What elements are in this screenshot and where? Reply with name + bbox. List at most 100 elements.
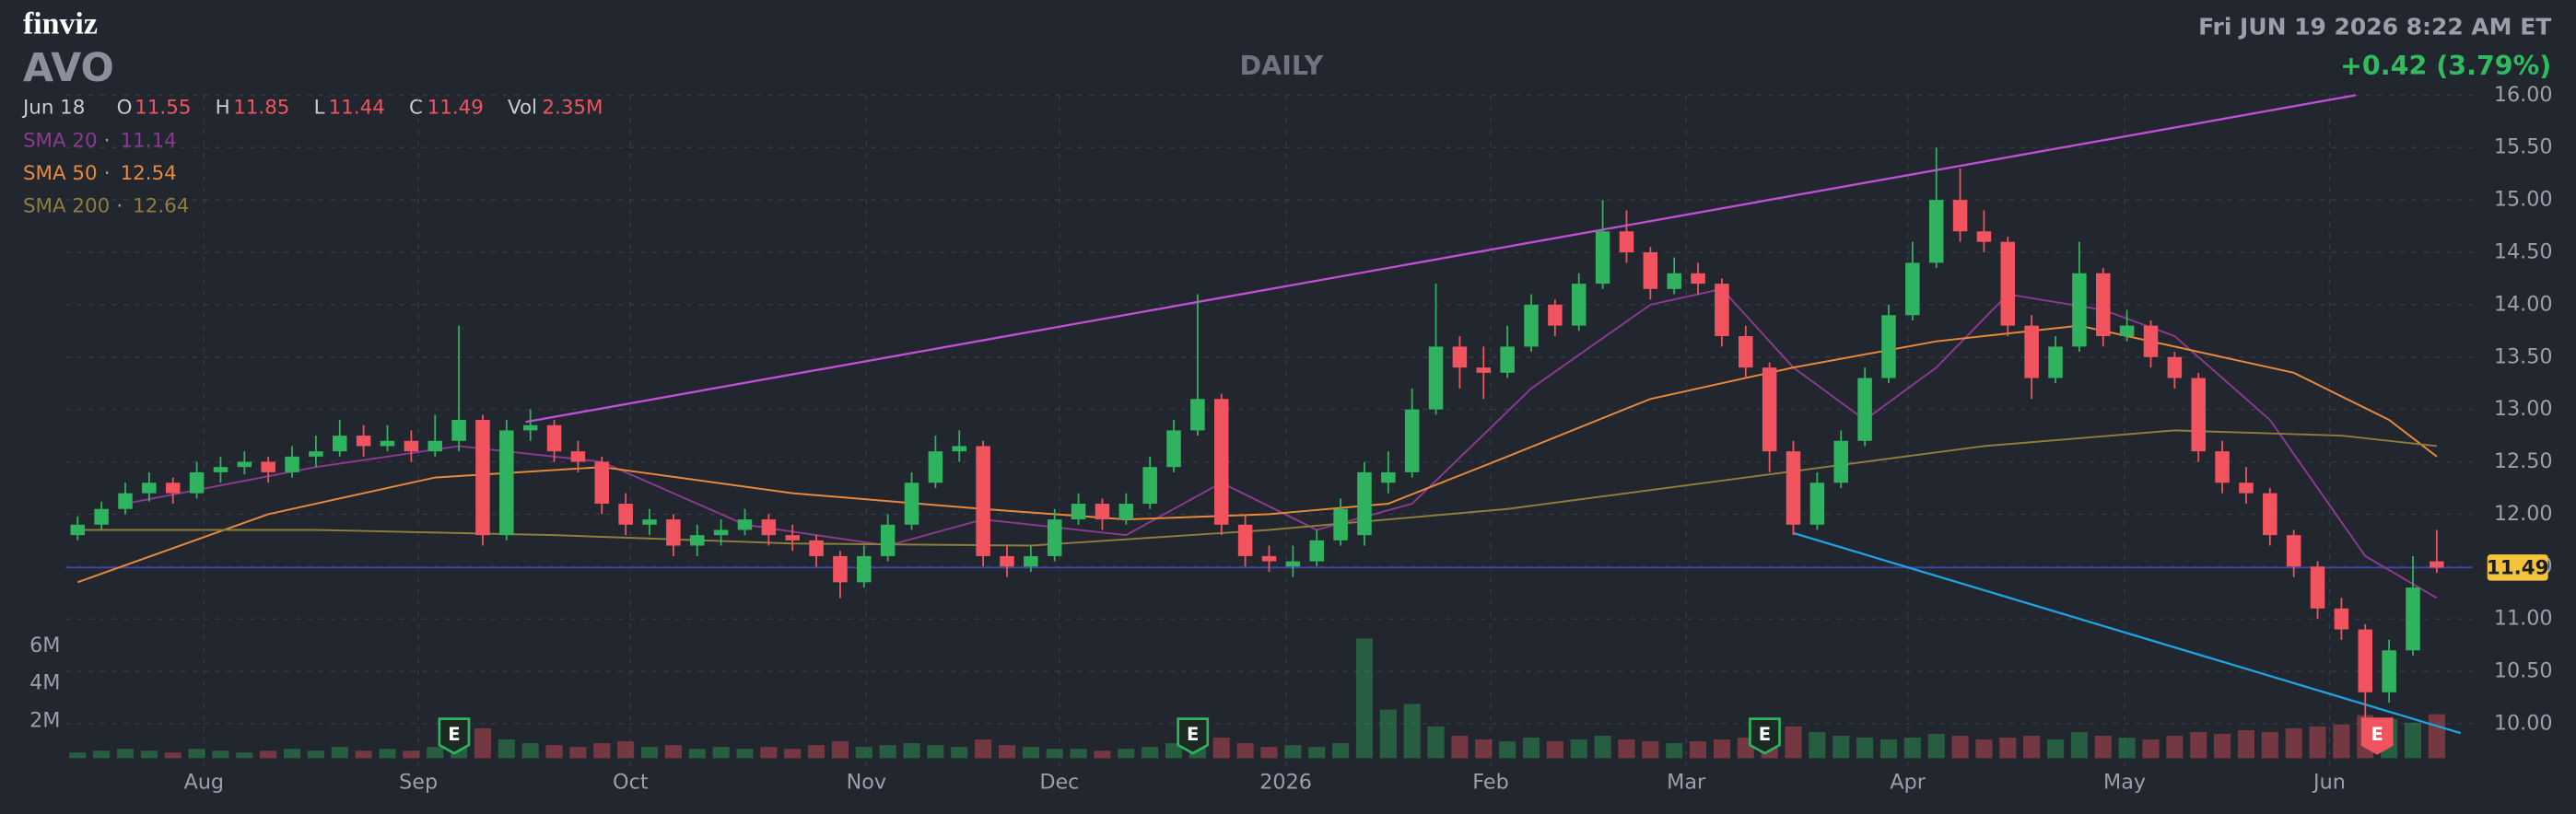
volume-bar: [975, 739, 992, 759]
candle-body: [689, 535, 705, 546]
volume-bar: [1522, 738, 1540, 759]
candle-body: [1095, 504, 1110, 520]
legend-value: 12.64: [133, 195, 189, 218]
candle-body: [2310, 566, 2325, 609]
volume-bar: [212, 750, 229, 759]
candle-body: [1595, 231, 1610, 285]
candle-body: [237, 461, 252, 468]
candle-body: [2191, 378, 2206, 452]
candle-body: [2095, 273, 2111, 337]
candle-body: [809, 540, 824, 556]
volume-bar: [521, 743, 539, 759]
legend-name: SMA 200: [23, 195, 110, 218]
volume-bar: [1070, 749, 1087, 759]
candle-body: [213, 467, 228, 472]
volume-bar: [688, 749, 706, 759]
ohlc-value: 11.49: [427, 97, 484, 120]
y-tick-label: 16.00: [2494, 83, 2553, 107]
candle-body: [1357, 471, 1372, 536]
volume-bar: [2070, 731, 2088, 759]
earnings-label: E: [1187, 724, 1199, 745]
volume-bar: [1308, 747, 1326, 759]
y-tick-label: 12.50: [2494, 449, 2553, 473]
candle-body: [1428, 346, 1444, 410]
volume-bar: [2237, 729, 2254, 759]
volume-bar: [2404, 722, 2422, 759]
volume-bar: [1046, 749, 1063, 759]
volume-bar: [951, 747, 968, 759]
candle-body: [1905, 262, 1920, 316]
candle-body: [1118, 504, 1134, 520]
ohlc-value: 11.44: [329, 97, 385, 120]
candle-body: [1047, 519, 1062, 556]
candle-body: [2000, 241, 2016, 326]
volume-bar: [903, 743, 920, 759]
candle-body: [642, 519, 657, 525]
candle-body: [1285, 561, 1301, 567]
candle-body: [451, 420, 466, 441]
y-tick-label: 13.00: [2494, 397, 2553, 421]
volume-bar: [1427, 726, 1445, 759]
candle-body: [2406, 587, 2420, 651]
volume-bar: [1260, 747, 1278, 759]
y-tick-label: 15.00: [2494, 188, 2553, 212]
earnings-marker: [438, 717, 471, 755]
volume-bar: [1236, 743, 1254, 759]
volume-bar: [2428, 714, 2445, 759]
volume-value: 2.35M: [542, 97, 603, 120]
legend-separator: ·: [104, 129, 111, 152]
y-tick-label: 10.00: [2494, 711, 2553, 735]
volume-bar: [569, 747, 587, 759]
volume-bar: [855, 747, 872, 759]
volume-bar: [712, 747, 730, 759]
volume-bar: [927, 745, 944, 759]
candle-body: [1691, 273, 1705, 285]
y-tick-label: 12.00: [2494, 502, 2553, 526]
logo: finviz: [23, 6, 98, 41]
candle-body: [952, 446, 967, 452]
volume-bar: [1642, 741, 1659, 759]
y-tick-label: 10.50: [2494, 659, 2553, 683]
candle-body: [904, 483, 919, 525]
candle-body: [1524, 304, 1539, 347]
timeframe: DAILY: [1239, 51, 1323, 81]
volume-bar: [664, 745, 682, 759]
volume-bar: [1499, 741, 1516, 759]
volume-bar: [2166, 736, 2184, 759]
candle-body: [1739, 336, 1753, 368]
candle-body: [2119, 325, 2135, 337]
volume-bar: [236, 752, 253, 759]
candle-body: [1166, 430, 1181, 468]
volume-bar: [427, 747, 444, 759]
volume-bar: [1785, 726, 1802, 759]
volume-bar: [831, 741, 849, 759]
candle-body: [70, 524, 86, 536]
candle-body: [1237, 524, 1253, 556]
candle-body: [165, 483, 181, 494]
volume-bar: [1594, 736, 1611, 759]
candle-body: [880, 524, 896, 556]
volume-bar: [2190, 731, 2207, 759]
candle-body: [1381, 471, 1396, 483]
candle-body: [309, 451, 323, 457]
candle-body: [666, 519, 681, 546]
volume-bar: [998, 745, 1016, 759]
x-tick-label: Nov: [847, 771, 886, 795]
candle-body: [333, 436, 347, 452]
volume-bar: [1022, 747, 1039, 759]
earnings-marker: [2360, 717, 2394, 755]
volume-bar: [1856, 738, 1874, 759]
ohlc-label: L: [314, 97, 325, 120]
volume-bar: [2285, 727, 2302, 759]
y-tick-label: 14.50: [2494, 240, 2553, 264]
legend-value: 12.54: [121, 162, 177, 185]
candle-body: [1881, 315, 1896, 378]
volume-bar: [2214, 733, 2231, 759]
candle-body: [570, 451, 586, 462]
candle-body: [1476, 367, 1492, 373]
candle-body: [737, 519, 753, 530]
candle-body: [1000, 555, 1014, 567]
candle-body: [142, 483, 157, 494]
candle-body: [1024, 555, 1038, 567]
candle-body: [2215, 451, 2230, 483]
